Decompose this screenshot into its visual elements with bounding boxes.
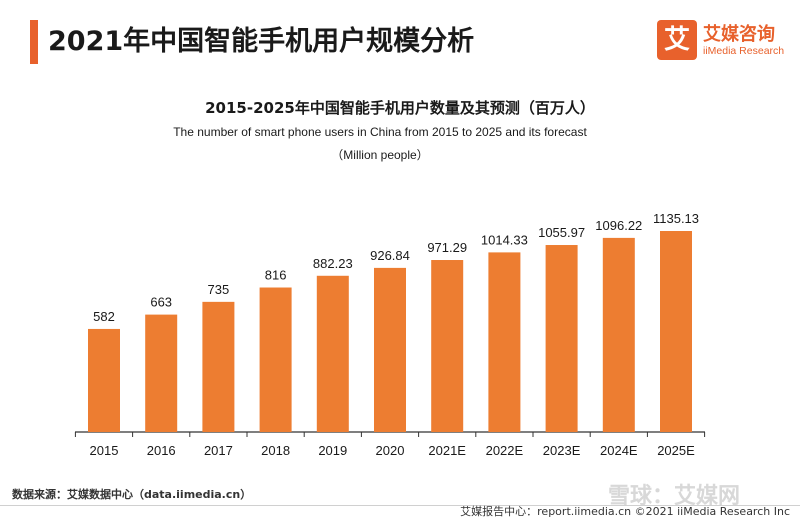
x-tick-label-2021E: 2021E [428,443,466,458]
watermark: 雪球：艾媒网 [608,484,741,509]
bar-2021E [431,260,464,432]
data-label-2015: 582 [93,309,115,324]
data-source: 数据来源：艾媒数据中心（data.iimedia.cn） [12,488,252,501]
x-tick-label-2025E: 2025E [657,443,695,458]
bar-2018 [259,287,292,432]
x-tick-label-2016: 2016 [147,443,176,458]
data-label-2018: 816 [265,268,287,283]
footer-divider [0,505,800,506]
bar-2024E [602,237,635,432]
data-label-2019: 882.23 [313,256,353,271]
data-label-2022E: 1014.33 [481,232,528,247]
bar-2022E [488,252,521,432]
data-label-2025E: 1135.13 [653,211,699,226]
x-tick-label-2017: 2017 [204,443,233,458]
x-tick-label-2022E: 2022E [486,443,524,458]
title-accent-bar [30,20,38,64]
data-label-2017: 735 [208,282,230,297]
bar-2015 [88,328,120,432]
x-tick-label-2020: 2020 [376,443,405,458]
chart-unit: （Million people） [331,148,429,162]
chart-subtitle: The number of smart phone users in China… [173,125,587,139]
x-tick-label-2024E: 2024E [600,443,638,458]
bar-2017 [202,301,235,432]
x-tick-label-2018: 2018 [261,443,290,458]
chart-title: 2015-2025年中国智能手机用户数量及其预测（百万人） [205,99,595,117]
data-label-2024E: 1096.22 [595,218,642,233]
data-label-2016: 663 [150,295,172,310]
bar-2019 [316,275,349,432]
footer-text: 艾媒报告中心：report.iimedia.cn ©2021 iiMedia R… [460,505,790,518]
bar-2020 [374,267,406,432]
bar-2023E [545,245,578,432]
brand-logo: 艾 艾媒咨询 iiMedia Research [657,20,797,64]
data-label-2023E: 1055.97 [538,225,585,240]
bar-2016 [145,314,178,432]
logo-icon: 艾 [657,20,697,60]
page-title: 2021年中国智能手机用户规模分析 [48,26,475,57]
bar-2025E [660,231,692,432]
x-tick-label-2023E: 2023E [543,443,581,458]
data-label-2020: 926.84 [370,248,410,263]
logo-name-en: iiMedia Research [703,45,785,57]
logo-name-cn: 艾媒咨询 [703,24,775,45]
data-label-2021E: 971.29 [427,240,467,255]
x-tick-label-2015: 2015 [90,443,119,458]
x-tick-label-2019: 2019 [318,443,347,458]
